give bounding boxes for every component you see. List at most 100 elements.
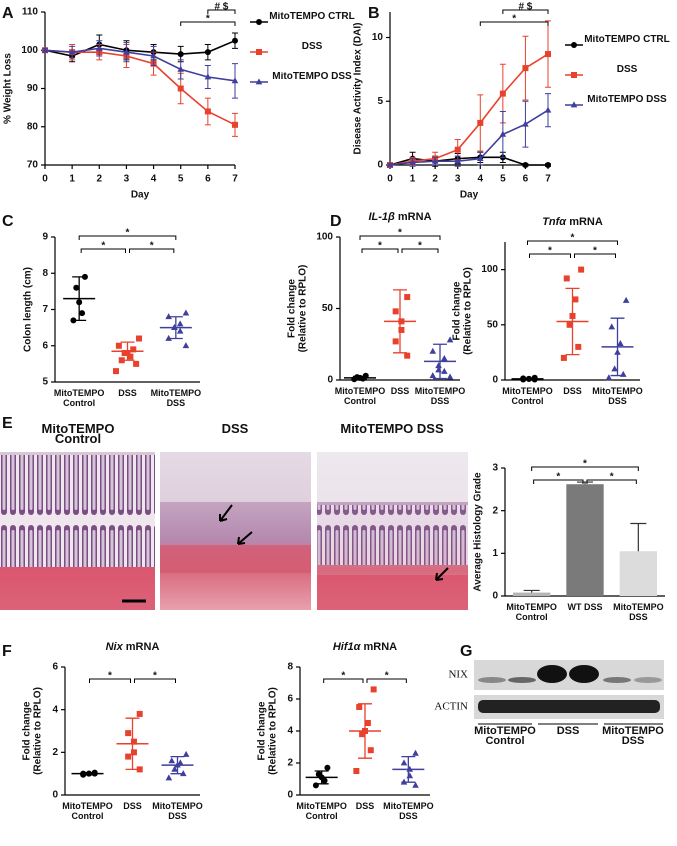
y-tick-label: 4 <box>52 704 58 715</box>
marker <box>404 294 411 301</box>
y-tick-label: 0 <box>327 375 333 386</box>
category-label: DSS <box>221 424 249 436</box>
marker <box>409 158 416 165</box>
label-box: DSS <box>391 386 410 396</box>
y-tick-label: 6 <box>42 340 48 351</box>
marker <box>370 686 377 693</box>
marker <box>41 46 49 53</box>
category-label: MitoTEMPO DSS <box>152 801 203 821</box>
title-suffix: mRNA <box>398 211 432 223</box>
sd-bar <box>401 755 416 783</box>
label-box: WT DSS <box>568 602 603 612</box>
y-axis-title: Fold change <box>452 281 463 340</box>
significance-label: * <box>556 472 560 483</box>
title-gene: Hif1α <box>333 641 362 653</box>
marker <box>605 374 613 381</box>
marker <box>367 747 374 754</box>
marker <box>392 338 399 345</box>
significance-bracket <box>361 248 399 253</box>
marker <box>454 157 462 164</box>
significance-label: * <box>610 472 614 483</box>
marker <box>499 90 506 97</box>
label-box: DSS <box>563 386 582 396</box>
category-label: DSS <box>556 726 580 737</box>
marker <box>566 321 573 328</box>
x-tick-label: 6 <box>523 174 529 185</box>
significance-bracket <box>529 253 571 258</box>
significance-label: # $ <box>518 2 532 13</box>
label-box: MitoTEMPO DSS <box>613 602 664 622</box>
blot-row-label: NIX <box>448 669 468 681</box>
x-tick-label: 3 <box>455 174 461 185</box>
x-tick-label: 4 <box>151 174 157 185</box>
x-tick-label: 3 <box>124 174 130 185</box>
marker <box>125 753 132 760</box>
category-label: MitoTEMPO DSS <box>272 72 352 82</box>
y-tick-label: 100 <box>21 45 38 56</box>
marker <box>617 339 624 346</box>
significance-bracket <box>180 21 236 26</box>
label-box: MitoTEMPO Control <box>506 602 557 622</box>
significance-bracket <box>574 253 616 258</box>
title-suffix: mRNA <box>126 641 160 653</box>
marker <box>321 777 328 784</box>
muscle-layer <box>317 575 468 610</box>
category-label: MitoTEMPO DSS <box>383 801 434 821</box>
significance-bracket <box>129 248 175 253</box>
marker <box>578 266 585 273</box>
series-line <box>44 47 236 82</box>
y-tick-label: 6 <box>52 662 58 673</box>
marker <box>125 730 132 737</box>
marker <box>204 49 211 56</box>
chart-title: Tnfα mRNA <box>542 216 603 228</box>
significance-bracket <box>531 466 639 471</box>
marker <box>130 738 137 745</box>
marker <box>165 774 173 781</box>
x-tick-label: 2 <box>432 174 438 185</box>
band <box>508 677 536 683</box>
significance-label: # $ <box>214 2 228 13</box>
marker <box>133 360 140 367</box>
category-label: MitoTEMPO Control <box>334 386 386 406</box>
y-tick-label: 80 <box>27 121 39 132</box>
y-tick-label: 100 <box>481 264 498 275</box>
y-axis-title: (Relative to RPLO) <box>298 265 309 353</box>
blot-row-label: ACTIN <box>434 701 468 713</box>
arrow <box>219 504 253 545</box>
significance-bracket <box>134 678 176 683</box>
marker <box>454 146 461 153</box>
y-tick-label: 6 <box>287 694 293 705</box>
y-axis-title: Fold change <box>287 279 298 338</box>
bar <box>619 551 657 596</box>
label-box: MitoTEMPO DSS <box>152 801 203 821</box>
sd-bar <box>520 377 535 381</box>
significance-bracket <box>366 678 407 683</box>
category-label: MitoTEMPO CTRL <box>584 35 670 45</box>
series-line <box>44 39 236 57</box>
sd-bar <box>393 289 407 354</box>
tissue-surface <box>317 452 468 502</box>
y-axis-title: % Weight Loss <box>3 53 14 124</box>
label-box: MitoTEMPO CTRL <box>584 35 670 45</box>
significance-bracket <box>533 479 584 484</box>
marker <box>429 347 437 354</box>
significance-label: * <box>385 671 389 682</box>
y-axis-title: Colon length (cm) <box>23 267 34 352</box>
error-bar <box>523 589 540 593</box>
category-label: MitoTEMPO Control <box>62 801 113 821</box>
category-label: MitoTEMPO DSS <box>414 386 466 406</box>
marker <box>356 704 363 710</box>
marker <box>522 65 529 72</box>
x-tick-label: 0 <box>387 174 393 185</box>
marker <box>256 49 262 55</box>
marker <box>168 757 176 764</box>
y-tick-label: 9 <box>42 232 48 243</box>
title-gene: Tnfα <box>542 216 567 228</box>
label-box: MitoTEMPO DSS <box>592 386 643 406</box>
sd-bar <box>168 316 183 340</box>
marker <box>404 352 411 359</box>
y-axis-title: (Relative to RPLO) <box>463 267 474 355</box>
marker <box>608 323 616 330</box>
y-tick-label: 5 <box>42 377 48 388</box>
